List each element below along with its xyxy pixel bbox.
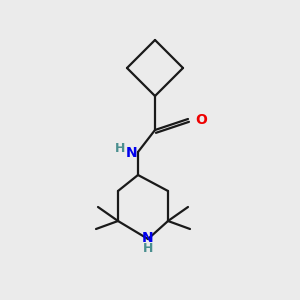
Text: H: H	[115, 142, 125, 155]
Text: N: N	[142, 231, 154, 245]
Text: H: H	[143, 242, 153, 256]
Text: N: N	[125, 146, 137, 160]
Text: O: O	[195, 113, 207, 127]
